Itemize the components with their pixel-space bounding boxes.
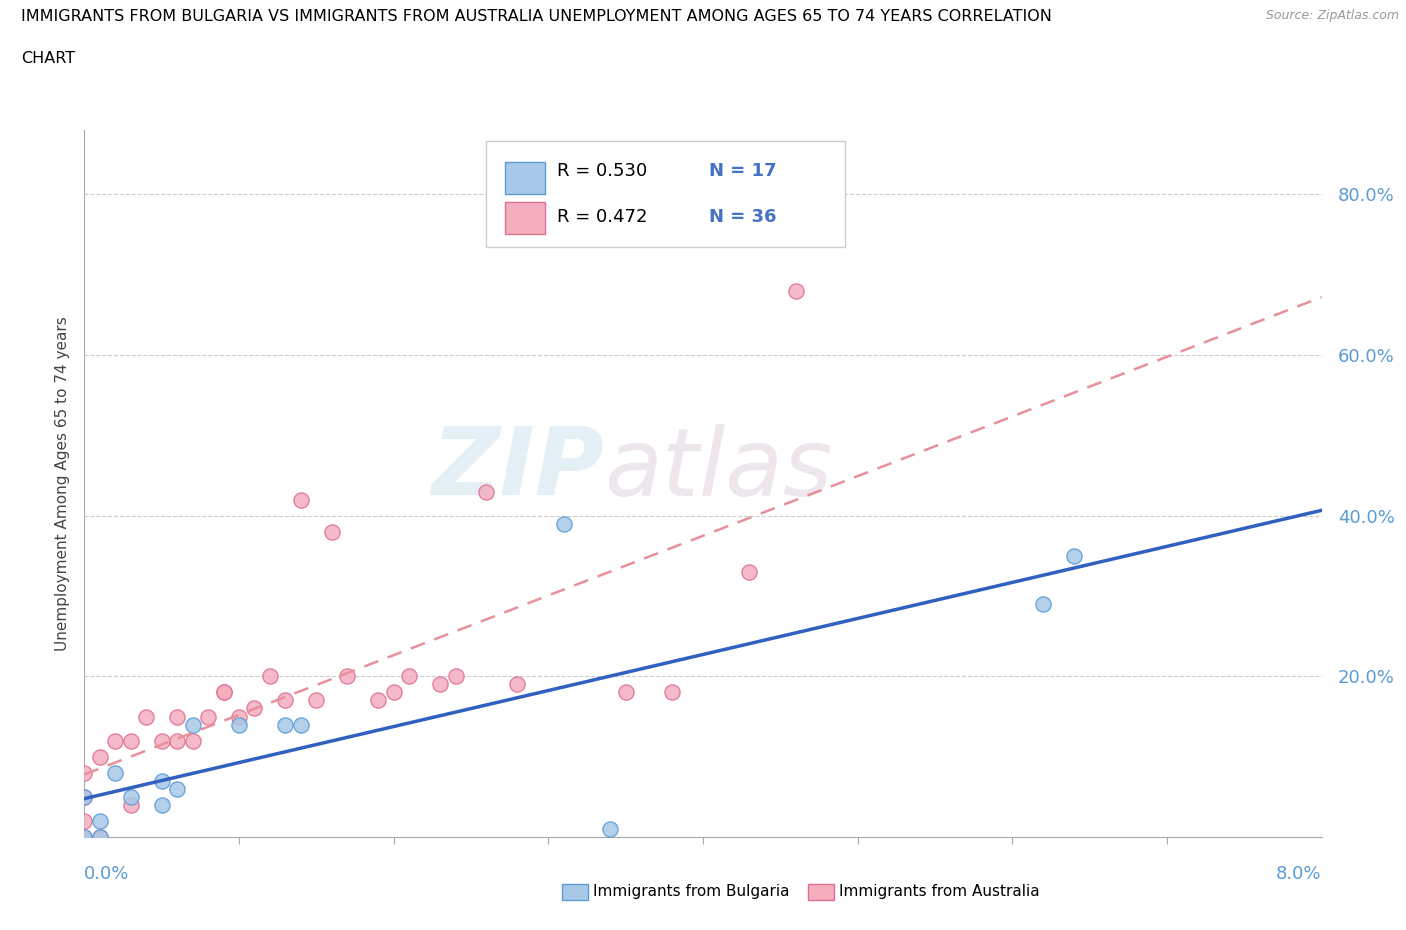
Point: [89, 830, 111, 844]
Point: [382, 685, 405, 700]
Point: [73, 790, 96, 804]
Point: [212, 685, 235, 700]
Point: [290, 717, 312, 732]
Point: [89, 830, 111, 844]
Text: R = 0.530: R = 0.530: [557, 162, 647, 180]
Point: [614, 685, 637, 700]
Point: [120, 733, 142, 748]
Point: [197, 709, 219, 724]
Point: [120, 790, 142, 804]
Point: [73, 830, 96, 844]
Text: CHART: CHART: [21, 51, 75, 66]
Point: [120, 797, 142, 812]
Text: 8.0%: 8.0%: [1277, 865, 1322, 884]
Point: [228, 717, 250, 732]
Point: [73, 765, 96, 780]
Text: Immigrants from Australia: Immigrants from Australia: [839, 884, 1040, 899]
Point: [321, 525, 343, 539]
Point: [444, 669, 467, 684]
Point: [475, 485, 498, 499]
Point: [73, 814, 96, 829]
Point: [104, 733, 127, 748]
Point: [553, 516, 575, 531]
Point: [104, 765, 127, 780]
Point: [336, 669, 359, 684]
Point: [181, 717, 204, 732]
Y-axis label: Unemployment Among Ages 65 to 74 years: Unemployment Among Ages 65 to 74 years: [55, 316, 70, 651]
Text: ZIP: ZIP: [432, 423, 605, 515]
Point: [150, 733, 173, 748]
Point: [150, 774, 173, 789]
Point: [785, 284, 807, 299]
Point: [738, 565, 761, 579]
Point: [429, 677, 451, 692]
Point: [599, 821, 621, 836]
Point: [398, 669, 420, 684]
Point: [73, 790, 96, 804]
Text: N = 17: N = 17: [709, 162, 776, 180]
Text: N = 36: N = 36: [709, 208, 776, 226]
Point: [274, 717, 297, 732]
Point: [89, 814, 111, 829]
Text: atlas: atlas: [605, 424, 832, 515]
Point: [305, 693, 328, 708]
Point: [228, 709, 250, 724]
FancyBboxPatch shape: [505, 162, 544, 193]
Point: [166, 709, 188, 724]
Point: [166, 781, 188, 796]
Text: IMMIGRANTS FROM BULGARIA VS IMMIGRANTS FROM AUSTRALIA UNEMPLOYMENT AMONG AGES 65: IMMIGRANTS FROM BULGARIA VS IMMIGRANTS F…: [21, 9, 1052, 24]
Point: [367, 693, 389, 708]
Point: [1032, 597, 1054, 612]
Text: 0.0%: 0.0%: [84, 865, 129, 884]
Point: [135, 709, 157, 724]
Point: [290, 492, 312, 507]
Point: [73, 830, 96, 844]
Point: [661, 685, 683, 700]
Point: [243, 701, 266, 716]
Point: [1063, 549, 1085, 564]
FancyBboxPatch shape: [486, 140, 845, 246]
Point: [212, 685, 235, 700]
Point: [506, 677, 529, 692]
Text: Immigrants from Bulgaria: Immigrants from Bulgaria: [593, 884, 790, 899]
Point: [274, 693, 297, 708]
Point: [181, 733, 204, 748]
Point: [89, 750, 111, 764]
Point: [166, 733, 188, 748]
Point: [150, 797, 173, 812]
Text: R = 0.472: R = 0.472: [557, 208, 648, 226]
FancyBboxPatch shape: [505, 202, 544, 234]
Point: [259, 669, 281, 684]
Text: Source: ZipAtlas.com: Source: ZipAtlas.com: [1265, 9, 1399, 22]
